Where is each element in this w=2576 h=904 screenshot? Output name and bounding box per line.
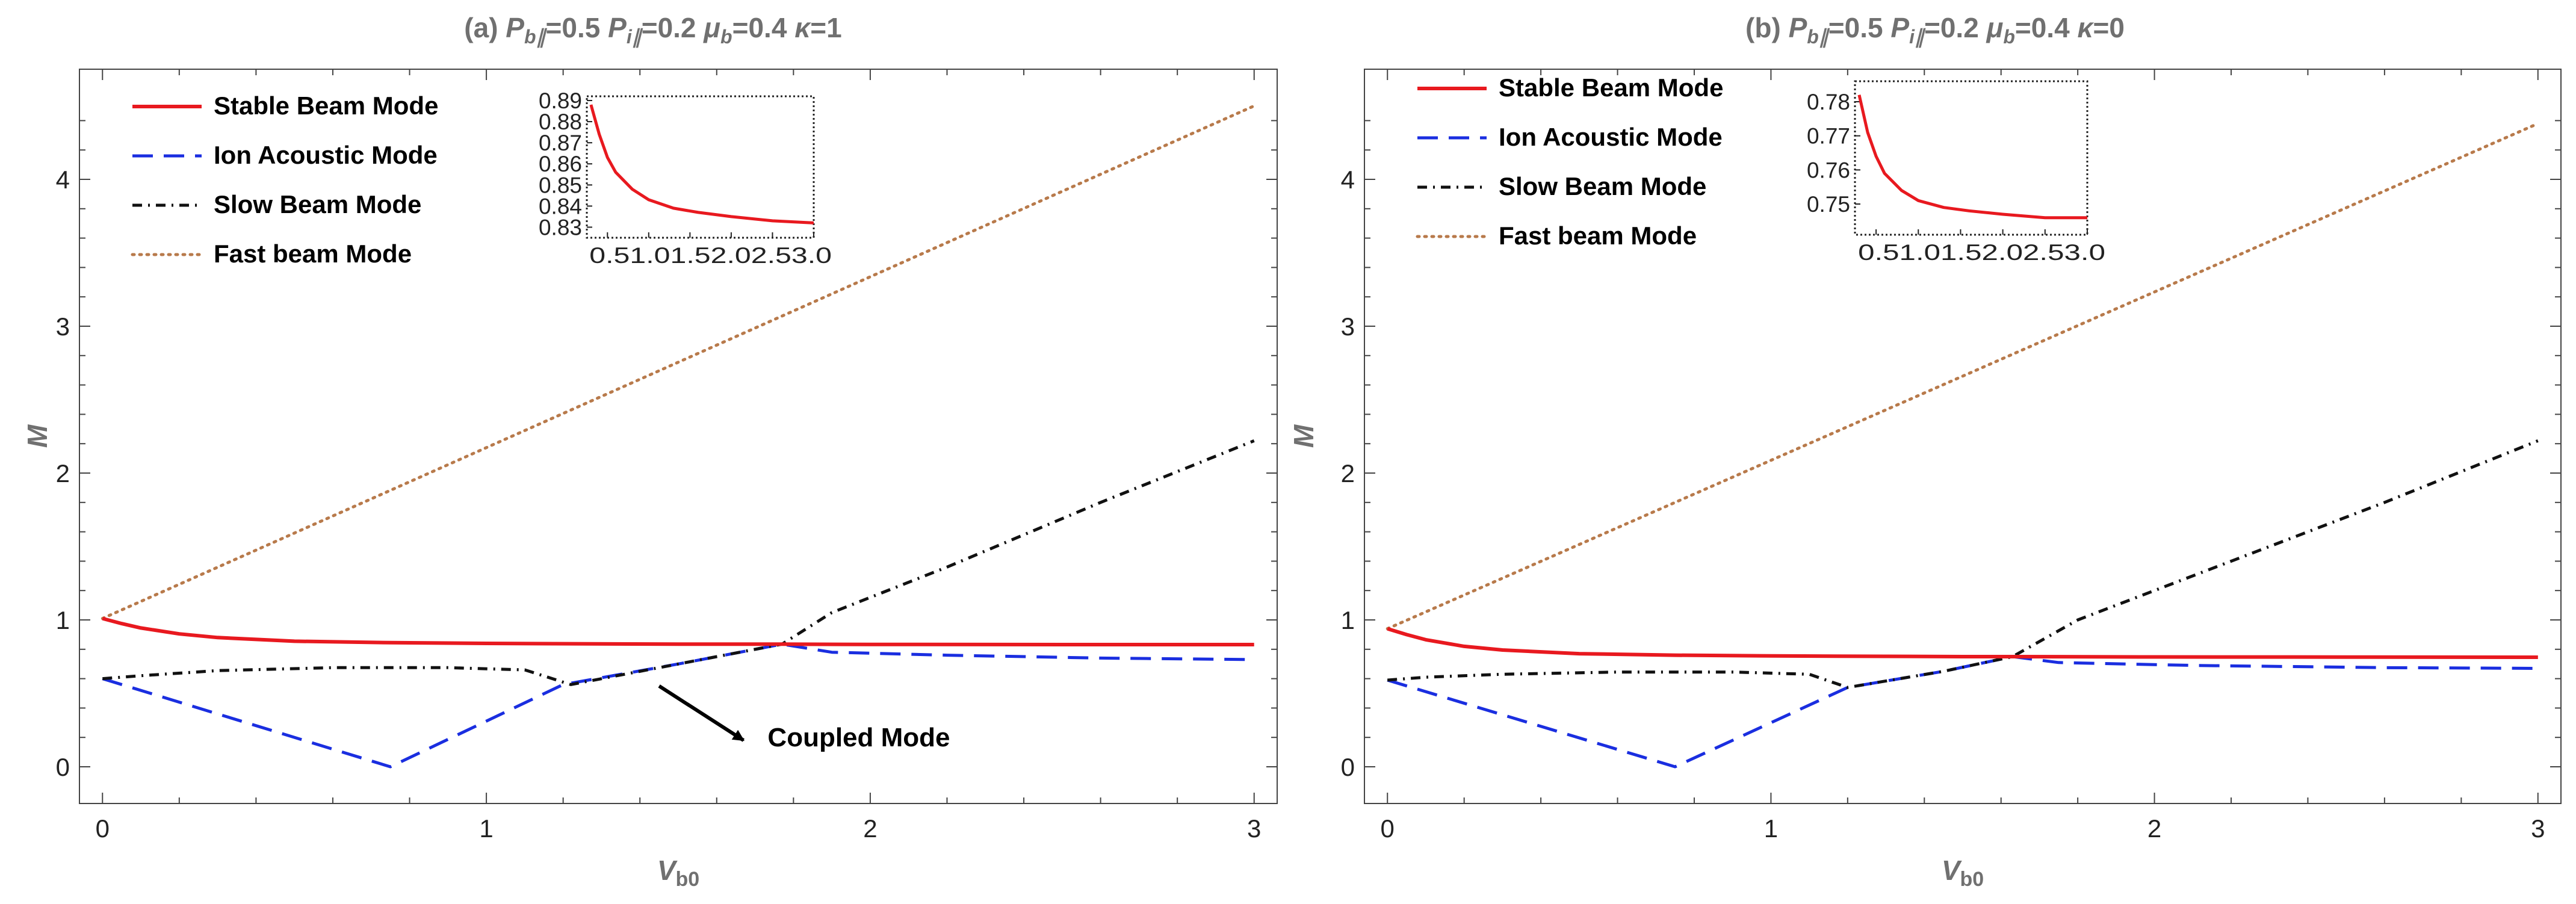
inset-y-tick-label: 0.77 (1807, 124, 1850, 149)
x-axis-label-main: V (657, 855, 678, 886)
y-axis-label: M (1288, 424, 1319, 448)
inset-y-tick-label: 0.85 (539, 173, 582, 197)
chart-title-part: b (720, 26, 732, 48)
x-tick-label: 2 (863, 814, 877, 843)
chart-title-part: =1 (810, 12, 841, 43)
inset-y-tick-label: 0.78 (1807, 90, 1850, 114)
inset-y-tick-label: 0.87 (539, 131, 582, 155)
inset-frame (586, 95, 815, 239)
chart-panel-a: (a) Pb∥=0.5 Pi∥=0.2 μb=0.4 κ=1 0 1 2 3 0 1 2 3 4 V… (22, 12, 1278, 891)
chart-title-part: μ (702, 12, 720, 43)
chart-title: (a) Pb∥=0.5 Pi∥=0.2 μb=0.4 κ=1 (464, 12, 841, 48)
inset-plot: 0.78 0.77 0.76 0.75 0.51.01.52.02.53.0 (1807, 80, 2105, 265)
y-tick-label: 0 (56, 753, 70, 781)
chart-title-part: b (2003, 26, 2015, 48)
y-axis-label: M (22, 424, 53, 448)
plot-frame (79, 69, 1278, 804)
chart-title-part: i∥ (1909, 26, 1926, 48)
chart-title-part: P (608, 12, 627, 43)
chart-title-part: b∥ (524, 26, 548, 48)
inset-x-tick-labels: 0.51.01.52.02.53.0 (1858, 240, 2105, 265)
x-tick-label: 1 (1764, 814, 1778, 843)
chart-title-part: κ (794, 12, 811, 43)
inset-y-tick-label: 0.89 (539, 88, 582, 113)
x-axis-label-main: V (1942, 855, 1962, 886)
annotation-text: Coupled Mode (767, 723, 950, 752)
chart-title-part: (b) (1745, 12, 1789, 43)
y-tick-label: 4 (56, 166, 70, 194)
x-tick-label: 1 (479, 814, 493, 843)
legend-label: Stable Beam Mode (1499, 73, 1723, 102)
x-axis-label: Vb0 (657, 855, 699, 891)
series-line-stable-beam-mode (1387, 627, 2538, 659)
chart-panel-b: (b) Pb∥=0.5 Pi∥=0.2 μb=0.4 κ=0 0 1 2 3 0 1 2 3 4 V… (1288, 12, 2562, 891)
inset-y-tick-label: 0.84 (539, 194, 582, 218)
chart-title-part: P (506, 12, 524, 43)
y-tick-label: 3 (56, 312, 70, 341)
x-tick-label: 0 (96, 814, 110, 843)
x-tick-label: 2 (2147, 814, 2161, 843)
y-tick-label: 2 (1341, 459, 1355, 488)
chart-title-part: =0.2 (1924, 12, 1987, 43)
series-line-slow-beam-mode (1387, 439, 2539, 689)
chart-title-part: =0.5 (1828, 12, 1891, 43)
chart-title-part: (a) (464, 12, 506, 43)
inset-x-tick-labels: 0.51.01.52.02.53.0 (589, 243, 832, 268)
series-line-ion-acoustic-mode (102, 642, 1254, 769)
y-tick-label: 1 (56, 606, 70, 634)
annotation-arrow (658, 684, 745, 742)
x-tick-label: 0 (1381, 814, 1395, 843)
x-tick-label: 3 (2531, 814, 2545, 843)
inset-frame (1854, 80, 2088, 236)
y-tick-label: 2 (56, 459, 70, 488)
series-line-slow-beam-mode (102, 439, 1255, 686)
plot-frame (1364, 69, 2562, 804)
inset-series-line (589, 104, 814, 224)
y-tick-label: 1 (1341, 606, 1355, 634)
legend-label: Ion Acoustic Mode (1499, 123, 1723, 151)
chart-title-part: κ (2077, 12, 2094, 43)
chart-title-part: =0.4 (732, 12, 795, 43)
series-line-stable-beam-mode (102, 616, 1254, 646)
inset-y-tick-label: 0.76 (1807, 158, 1850, 182)
series-line-fast-beam-mode (101, 104, 1256, 621)
legend-label: Fast beam Mode (1499, 221, 1697, 250)
y-tick-label: 0 (1341, 753, 1355, 781)
inset-series-line (1857, 94, 2087, 220)
chart-title-part: b∥ (1807, 26, 1830, 48)
chart-title: (b) Pb∥=0.5 Pi∥=0.2 μb=0.4 κ=0 (1745, 12, 2125, 48)
chart-title-part: =0.2 (642, 12, 704, 43)
chart-title-part: =0 (2093, 12, 2125, 43)
legend-label: Fast beam Mode (214, 240, 412, 268)
x-tick-label: 3 (1247, 814, 1261, 843)
chart-title-part: P (1890, 12, 1909, 43)
inset-y-tick-label: 0.86 (539, 152, 582, 176)
inset-plot: 0.890.880.870.860.850.840.83 0.51.01.52.0… (539, 88, 832, 268)
legend-label: Slow Beam Mode (214, 190, 421, 218)
chart-title-part: =0.4 (2015, 12, 2078, 43)
chart-title-part: P (1789, 12, 1807, 43)
y-tick-label: 3 (1341, 312, 1355, 341)
y-tick-label: 4 (1341, 166, 1355, 194)
legend-label: Slow Beam Mode (1499, 172, 1706, 200)
chart-title-part: =0.5 (546, 12, 608, 43)
series-line-fast-beam-mode (1386, 122, 2540, 631)
legend-label: Ion Acoustic Mode (214, 141, 438, 169)
inset-y-tick-label: 0.83 (539, 215, 582, 240)
chart-title-part: i∥ (627, 26, 643, 48)
chart-title-part: μ (1986, 12, 2004, 43)
x-axis-label: Vb0 (1942, 855, 1984, 891)
inset-y-tick-label: 0.75 (1807, 192, 1850, 217)
legend-label: Stable Beam Mode (214, 91, 438, 120)
x-axis-label-sub: b0 (1960, 868, 1984, 891)
x-axis-label-sub: b0 (676, 868, 700, 891)
inset-y-tick-label: 0.88 (539, 110, 582, 134)
